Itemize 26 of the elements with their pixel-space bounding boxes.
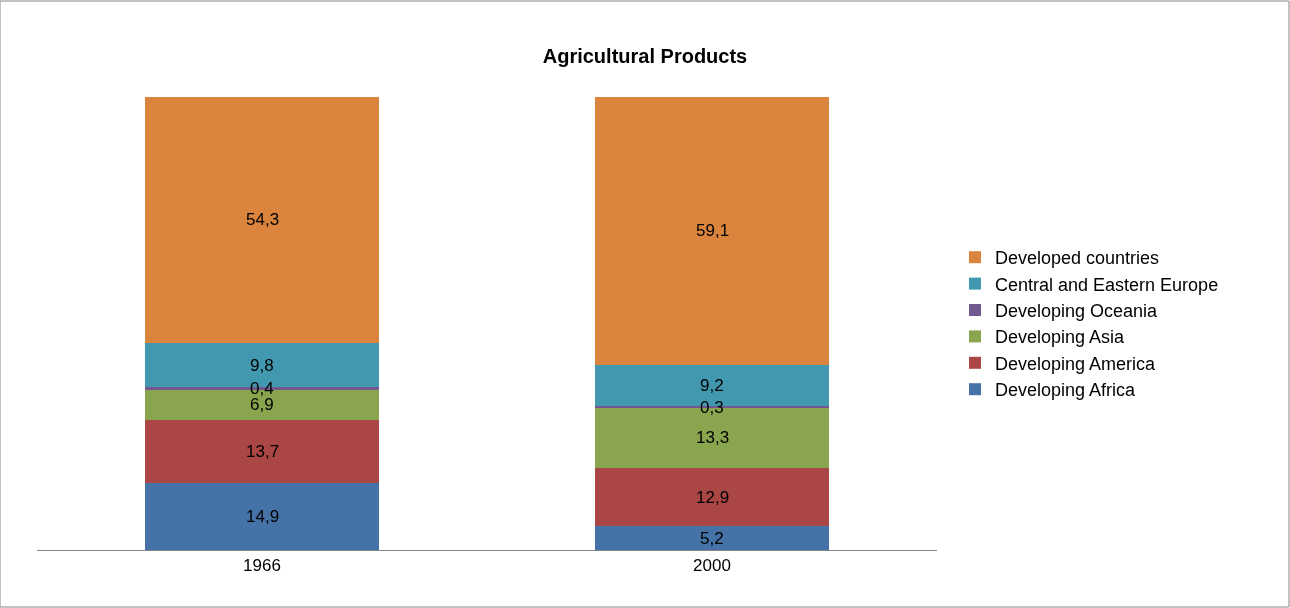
bar <box>595 97 829 365</box>
data-label: 5,2 <box>700 529 724 548</box>
bar <box>145 97 379 343</box>
x-tick-label: 1966 <box>243 556 281 576</box>
data-label: 12,9 <box>696 488 730 507</box>
data-label: 0,4 <box>250 379 274 398</box>
legend-label: Central and Eastern Europe <box>995 274 1219 295</box>
bar <box>145 420 379 483</box>
data-label: 14,9 <box>246 507 280 526</box>
bar <box>595 526 829 550</box>
legend-label: Developing Africa <box>995 380 1137 401</box>
data-label: 6,9 <box>250 395 274 414</box>
bar <box>145 482 379 550</box>
bar <box>595 468 829 527</box>
data-label: 54,3 <box>246 210 280 229</box>
x-tick-label: 2000 <box>693 556 731 576</box>
data-label: 13,3 <box>696 428 730 447</box>
data-label: 9,8 <box>250 356 274 375</box>
data-label: 13,7 <box>246 442 280 461</box>
chart-title: Agricultural Products <box>542 44 748 67</box>
legend-label: Developing America <box>995 353 1157 374</box>
data-label: 59,1 <box>696 221 730 240</box>
data-label: 9,2 <box>700 376 724 395</box>
legend-label: Developing Asia <box>995 327 1126 348</box>
legend-label: Developed countries <box>995 248 1160 269</box>
legend-label: Developing Oceania <box>995 301 1159 322</box>
